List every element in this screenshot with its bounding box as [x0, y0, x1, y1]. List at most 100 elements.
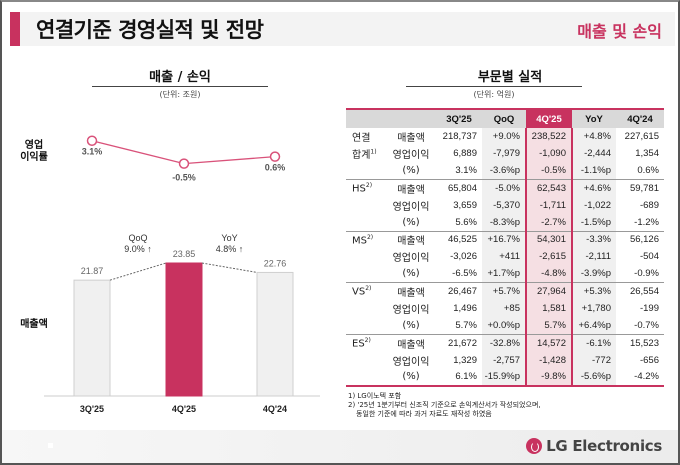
cell-qoq: +5.7% [482, 282, 526, 300]
x-tick-label: 4Q'24 [263, 404, 287, 414]
margin-point [178, 158, 190, 169]
margin-point [86, 135, 98, 146]
segment-name-empty [346, 214, 386, 231]
cell-current-quarter: -1,090 [525, 145, 573, 163]
cell-yoy: +5.3% [572, 282, 616, 300]
segment-table-wrap: 3Q'25 QoQ 4Q'25 YoY 4Q'24 연결 매출액 218,737 +9… [346, 108, 664, 387]
col-header: QoQ [482, 108, 526, 128]
change-label: QoQ [128, 233, 147, 243]
segment-name-empty [346, 197, 386, 214]
cell-yoy: +1,780 [572, 299, 616, 318]
cell-value: -199 [639, 302, 659, 314]
segment-name-text: MS [352, 235, 367, 247]
cell-value: 0.6% [637, 165, 659, 177]
segment-name: ES2) [346, 333, 386, 352]
cell-current-quarter: -1,711 [525, 196, 573, 214]
metric-label: (%) [402, 319, 420, 331]
sales-bar [165, 262, 203, 397]
cell-yoy: -3.9%p [572, 265, 616, 283]
cell-current-quarter: 5.7% [525, 317, 573, 335]
change-label: YoY [221, 233, 237, 243]
table-row: 영업이익 1,496 +85 1,581 +1,780 -199 [346, 299, 664, 318]
margin-data-label: 3.1% [82, 147, 103, 157]
metric-label: 매출액 [386, 282, 436, 300]
cell-value: 6.1% [436, 368, 482, 387]
cell-yoy: -2,444 [572, 145, 616, 163]
cell-value: 1,329 [453, 354, 477, 366]
margin-data-label: -0.5% [172, 173, 196, 183]
cell-qoq: -15.9%p [482, 368, 526, 387]
sales-bar [73, 279, 111, 397]
table-row: (%) 6.1% -15.9%p -9.8% -5.6%p -4.2% [346, 368, 664, 387]
metric-label: 영업이익 [392, 150, 430, 162]
cell-yoy: -2,111 [572, 248, 616, 266]
segment-name-text: VS [352, 286, 366, 298]
cell-qoq: +1.7%p [482, 265, 526, 283]
cell-qoq: +85 [482, 299, 526, 318]
cell-qoq: -5,370 [482, 196, 526, 214]
cell-current-quarter: 27,964 [525, 282, 573, 300]
cell-value: 59,781 [616, 179, 664, 197]
margin-label-line2: 이익률 [20, 152, 48, 163]
segment-name: HS2) [346, 179, 386, 197]
table-row: VS2) 매출액 26,467 +5.7% 27,964 +5.3% 26,554 [346, 282, 664, 300]
footnotes: 1) LG이노텍 포함 2) '25년 1분기부터 신조직 기준으로 손익계산서… [348, 392, 541, 419]
segment-name-empty [346, 266, 386, 283]
cell-current-quarter: -0.5% [525, 162, 573, 180]
sales-data-label: 23.85 [173, 249, 196, 259]
segment-name-empty [346, 368, 386, 387]
cell-yoy: -1.5%p [572, 213, 616, 232]
cell-value: -6.5% [452, 268, 477, 280]
cell-value: -504 [639, 251, 659, 263]
metric-label: 영업이익 [392, 253, 430, 265]
change-value: 9.0% ↑ [124, 244, 152, 254]
metric-label: 영업이익 [392, 201, 430, 213]
segment-name-text: HS [352, 183, 366, 195]
cell-value: 26,467 [436, 282, 482, 300]
cell-current-quarter: 62,543 [525, 179, 573, 197]
table-row: (%) 3.1% -3.6%p -0.5% -1.1%p 0.6% [346, 162, 664, 180]
cell-value: 21,672 [436, 333, 482, 352]
col-header: YoY [572, 108, 616, 128]
cell-current-quarter: -1,428 [525, 351, 573, 369]
cell-value: 46,525 [436, 230, 482, 249]
cell-value: -0.9% [634, 268, 659, 280]
cell-qoq: +9.0% [482, 128, 526, 146]
sales-data-label: 22.76 [264, 258, 287, 268]
lg-logo: LG Electronics [526, 437, 662, 455]
cell-qoq: -8.3%p [482, 213, 526, 232]
footnote-ref: 1) [370, 148, 377, 156]
cell-value: 218,737 [442, 131, 477, 143]
cell-current-quarter: -4.8% [525, 265, 573, 283]
footnote-ref: 2) [365, 182, 373, 190]
cell-yoy: -772 [572, 351, 616, 369]
metric-label: 매출액 [386, 179, 436, 197]
cell-qoq: +0.0%p [482, 317, 526, 335]
footnote-2-cont: 동일한 기준에 따라 과거 자료도 재작성 하였음 [356, 410, 492, 418]
cell-yoy: -1,022 [572, 196, 616, 214]
table-row: 합계1) 영업이익 6,889 -7,979 -1,090 -2,444 1,354 [346, 145, 664, 163]
cell-value: -4.2% [616, 368, 664, 387]
cell-value: 5.6% [455, 216, 477, 228]
left-chart: 3.1% -0.5% 0.6% 21.87 3Q'25 23.85 4Q'25 22.76 4Q… [44, 135, 320, 414]
margin-data-label: 0.6% [265, 163, 286, 173]
metric-label: (%) [402, 268, 420, 280]
lg-logo-icon [526, 438, 543, 454]
cell-value: 3.1% [455, 165, 477, 177]
table-row: 연결 매출액 218,737 +9.0% 238,522 +4.8% 227,615 [346, 128, 664, 146]
table-row: MS2) 매출액 46,525 +16.7% 54,301 -3.3% 56,126 [346, 230, 664, 249]
lg-logo-text: LG Electronics [546, 437, 662, 455]
segment-name-text: ES [352, 338, 365, 350]
cell-qoq: +16.7% [482, 230, 526, 249]
cell-current-quarter: -9.8% [525, 368, 573, 387]
metric-label: (%) [386, 368, 436, 387]
table-row: 영업이익 3,659 -5,370 -1,711 -1,022 -689 [346, 196, 664, 214]
segment-name-empty [346, 162, 386, 179]
right-title-underline [406, 86, 582, 87]
cell-value: 1,496 [453, 302, 477, 314]
segment-name: 연결 [346, 128, 386, 145]
segment-name-empty [346, 317, 386, 334]
cell-value: -3,026 [450, 251, 477, 263]
cell-current-quarter: 238,522 [525, 128, 573, 146]
sales-bar [256, 271, 294, 397]
